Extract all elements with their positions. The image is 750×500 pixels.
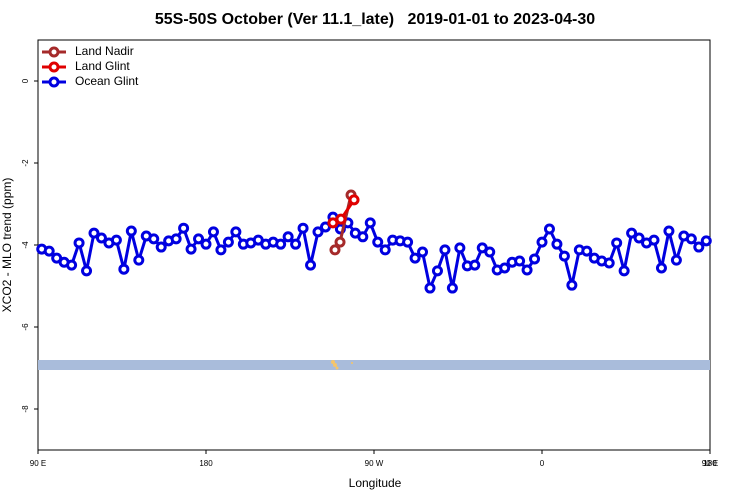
point (611, 237, 623, 249)
land-spots (331, 360, 353, 370)
point (275, 238, 287, 250)
legend-label: Ocean Glint (75, 74, 139, 88)
y-axis-label: XCO2 - MLO trend (ppm) (0, 178, 14, 313)
point (663, 225, 675, 237)
x-tick-label: 90 E (30, 459, 46, 468)
point (558, 250, 570, 262)
x-tick-label: 90 E (702, 459, 718, 468)
point (282, 231, 294, 243)
point (305, 259, 317, 271)
point (334, 236, 346, 248)
point (95, 232, 107, 244)
y-tick-label: -8 (21, 405, 30, 413)
point (200, 238, 212, 250)
point (118, 263, 130, 275)
point (148, 233, 160, 245)
point (230, 226, 242, 238)
point (469, 259, 481, 271)
point (514, 255, 526, 267)
point (348, 194, 360, 206)
point (521, 264, 533, 276)
legend-marker (48, 61, 60, 73)
point (536, 236, 548, 248)
point (43, 245, 55, 257)
point (329, 244, 341, 256)
point (125, 225, 137, 237)
legend-label: Land Glint (75, 59, 130, 73)
point (417, 246, 429, 258)
point (357, 231, 369, 243)
y-tick-label: -6 (21, 323, 30, 331)
point (110, 234, 122, 246)
point (312, 226, 324, 238)
point (81, 265, 93, 277)
y-tick-label: -2 (21, 159, 30, 167)
point (700, 235, 712, 247)
point (297, 222, 309, 234)
point (88, 227, 100, 239)
point (551, 238, 563, 250)
point (207, 226, 219, 238)
point (178, 222, 190, 234)
point (379, 244, 391, 256)
land-mask-strip (38, 360, 710, 370)
x-tick-label: 0 (540, 459, 545, 468)
point (402, 236, 414, 248)
point (155, 241, 167, 253)
point (170, 233, 182, 245)
point (603, 257, 615, 269)
chart-title: 55S-50S October (Ver 11.1_late) 2019-01-… (155, 11, 595, 28)
point (626, 227, 638, 239)
legend-marker (48, 76, 60, 88)
point (335, 213, 347, 225)
point (648, 234, 660, 246)
point (409, 252, 421, 264)
point (431, 265, 443, 277)
point (655, 262, 667, 274)
point (529, 253, 541, 265)
x-tick-label: 180 (703, 459, 717, 468)
x-tick-label: 180 (199, 459, 213, 468)
point (193, 233, 205, 245)
point (185, 243, 197, 255)
point (73, 237, 85, 249)
point (215, 244, 227, 256)
point (372, 236, 384, 248)
point (446, 282, 458, 294)
y-tick-label: -4 (21, 241, 30, 249)
point (581, 245, 593, 257)
point (222, 236, 234, 248)
point (499, 262, 511, 274)
series (36, 211, 712, 294)
point (439, 244, 451, 256)
legend-label: Land Nadir (75, 44, 134, 58)
point (566, 279, 578, 291)
point (670, 254, 682, 266)
point (633, 232, 645, 244)
point (618, 265, 630, 277)
point (424, 282, 436, 294)
y-tick-label: 0 (21, 78, 30, 83)
point (543, 223, 555, 235)
x-axis-label: Longitude (349, 476, 402, 490)
point (484, 246, 496, 258)
point (685, 233, 697, 245)
series-line (41, 215, 708, 290)
point (133, 254, 145, 266)
x-tick-label: 90 W (365, 459, 384, 468)
point (290, 238, 302, 250)
point (364, 217, 376, 229)
point (693, 241, 705, 253)
point (66, 259, 78, 271)
series (327, 194, 360, 229)
legend-marker (48, 46, 60, 58)
point (454, 242, 466, 254)
